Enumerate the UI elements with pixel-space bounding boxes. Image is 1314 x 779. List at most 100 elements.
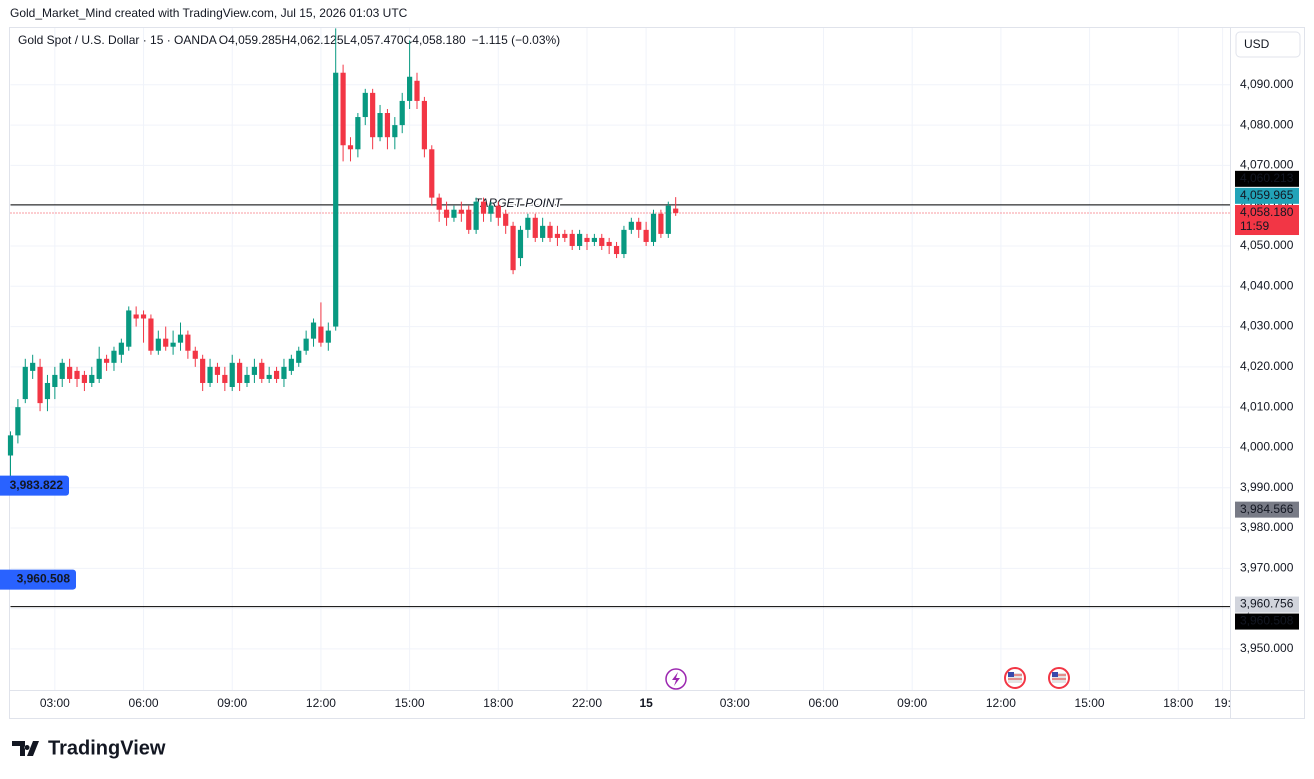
- caption: Gold_Market_Mind created with TradingVie…: [10, 6, 408, 20]
- candle-body: [200, 358, 206, 383]
- price-label: 4,058.180: [1240, 205, 1294, 219]
- candle-body: [310, 322, 317, 339]
- candle-body: [244, 374, 250, 383]
- legend-text: 4,057.470: [350, 33, 404, 47]
- x-tick-label: 03:00: [40, 696, 70, 710]
- candle-body: [251, 366, 257, 375]
- candle-body: [421, 100, 427, 150]
- brand: TradingView: [48, 737, 166, 759]
- candle-body: [377, 113, 383, 138]
- x-tick-label: 06:00: [129, 696, 159, 710]
- candle-body: [451, 209, 457, 218]
- legend-text: Gold Spot / U.S. Dollar · 15 · OANDA: [18, 33, 217, 47]
- countdown: 11:59: [1240, 219, 1269, 233]
- note-label: 3,960.508: [17, 572, 71, 586]
- flag-icon[interactable]: [1048, 667, 1070, 689]
- price-label-box: [1235, 187, 1299, 204]
- candle-body: [554, 233, 561, 238]
- candle-body: [569, 233, 575, 246]
- price-label: 4,060.213: [1240, 171, 1294, 185]
- line-label: TARGET POINT: [474, 196, 563, 210]
- candle-body: [488, 205, 494, 214]
- candle-body: [207, 366, 213, 383]
- candle-body: [673, 208, 679, 214]
- y-tick-label: 4,070.000: [1240, 158, 1294, 172]
- event-icon-bolt: [672, 672, 680, 686]
- y-tick-label: 4,030.000: [1240, 319, 1294, 333]
- note-box: [0, 475, 69, 496]
- price-label-box: [1235, 596, 1299, 613]
- y-tick-label: 3,950.000: [1240, 641, 1294, 655]
- candle-body: [355, 117, 361, 150]
- candle-body: [52, 374, 58, 388]
- x-tick-label: 22:00: [572, 696, 602, 710]
- x-tick-label: 15:00: [395, 696, 425, 710]
- candle-body: [473, 201, 479, 230]
- currency-button[interactable]: [1235, 31, 1301, 58]
- candle-body: [517, 229, 524, 259]
- x-tick-label: 15:00: [1075, 696, 1105, 710]
- x-tick-label: 12:00: [986, 696, 1016, 710]
- candle-body: [281, 366, 287, 379]
- candle-body: [118, 342, 124, 355]
- candle-body: [540, 225, 546, 238]
- x-tick-label: 12:00: [306, 696, 336, 710]
- y-tick-label: 4,000.000: [1240, 440, 1294, 454]
- candle-body: [222, 374, 228, 383]
- candle-body: [407, 76, 413, 101]
- price-label: 4,059.965: [1240, 188, 1294, 202]
- price-label-box: [1235, 170, 1299, 187]
- candle-body: [89, 374, 95, 383]
- candle-body: [96, 358, 102, 379]
- y-tick-label: 4,010.000: [1240, 399, 1294, 413]
- candle-body: [384, 113, 391, 138]
- y-tick-label: 4,090.000: [1240, 77, 1294, 91]
- note-label: 3,983.822: [10, 478, 64, 492]
- candle-body: [288, 358, 294, 371]
- candle-body: [392, 125, 398, 138]
- candle-body: [370, 92, 376, 138]
- candle-body: [636, 221, 642, 230]
- flag-icon[interactable]: [1004, 667, 1026, 689]
- candle-body: [259, 362, 265, 379]
- candle-body: [480, 201, 487, 214]
- candle-body: [177, 334, 184, 343]
- candle-body: [399, 100, 405, 126]
- candle-body: [111, 350, 117, 363]
- legend-text: C: [404, 33, 413, 47]
- candle-body: [414, 80, 420, 101]
- legend-text: 4,062.125: [290, 33, 344, 47]
- candle-body: [59, 362, 65, 379]
- y-tick-label: 3,970.000: [1240, 560, 1294, 574]
- candle-body: [591, 237, 597, 242]
- x-tick-label: 06:00: [808, 696, 838, 710]
- x-tick-label: 18:00: [483, 696, 513, 710]
- candle-body: [658, 213, 664, 234]
- candle-body: [44, 382, 51, 400]
- candle-body: [525, 217, 531, 230]
- legend-text: L: [344, 33, 351, 47]
- candle-body: [185, 334, 191, 351]
- candle-body: [266, 374, 272, 379]
- legend-text: −1.115 (−0.03%): [472, 33, 561, 47]
- candle-body: [650, 213, 657, 242]
- candle-body: [229, 362, 235, 388]
- candle-body: [126, 310, 132, 347]
- y-tick-label: 4,040.000: [1240, 278, 1294, 292]
- candle-body: [429, 149, 435, 198]
- candle-body: [347, 145, 354, 150]
- x-tick-label: 19:: [1214, 696, 1231, 710]
- y-tick-label: 4,020.000: [1240, 359, 1294, 373]
- candle-body: [562, 233, 568, 238]
- candle-body: [466, 209, 472, 230]
- candle-body: [7, 435, 14, 456]
- x-tick-label: 15: [639, 696, 653, 710]
- brand-logo: [12, 741, 39, 756]
- candle-body: [458, 209, 464, 214]
- candle-body: [503, 213, 509, 226]
- candle-body: [495, 205, 501, 218]
- candle-body: [148, 318, 154, 351]
- candle-body: [22, 366, 28, 400]
- candle-body: [547, 225, 553, 238]
- candle-body: [192, 350, 198, 359]
